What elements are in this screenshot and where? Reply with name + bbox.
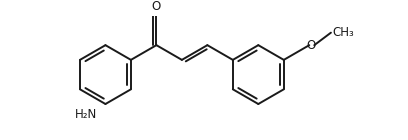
- Text: H₂N: H₂N: [75, 108, 97, 121]
- Text: O: O: [306, 39, 315, 52]
- Text: CH₃: CH₃: [333, 26, 354, 39]
- Text: O: O: [152, 0, 161, 13]
